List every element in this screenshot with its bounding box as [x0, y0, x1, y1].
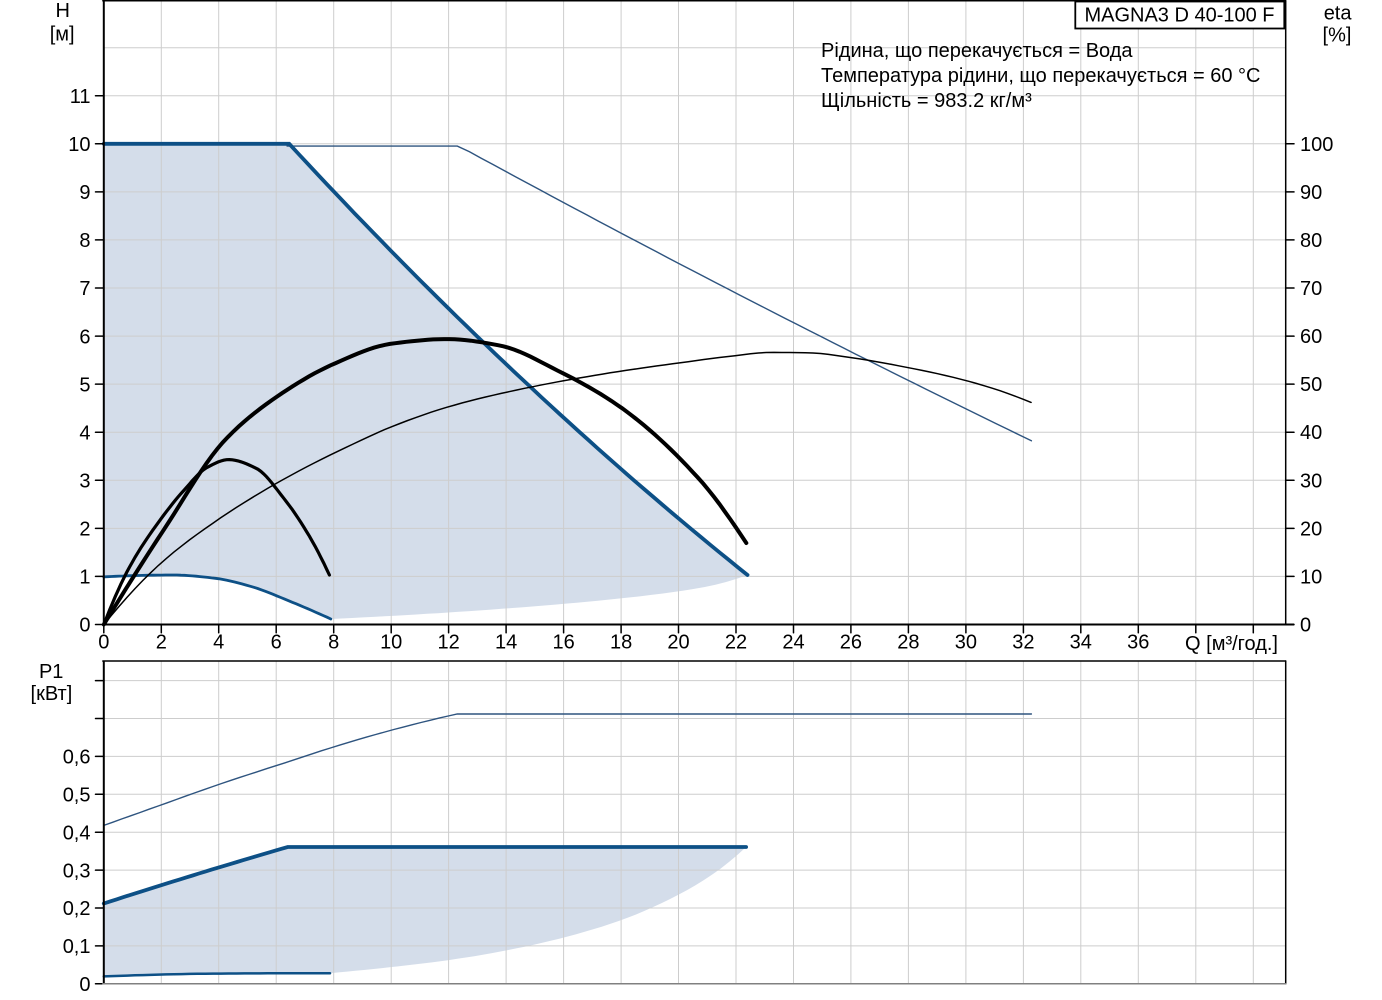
svg-text:30: 30 [1300, 470, 1322, 492]
svg-text:eta: eta [1324, 2, 1353, 24]
svg-text:12: 12 [437, 632, 459, 654]
svg-text:0: 0 [79, 615, 90, 637]
svg-text:4: 4 [79, 422, 90, 444]
svg-text:P1: P1 [39, 661, 63, 683]
svg-text:20: 20 [667, 632, 689, 654]
svg-text:40: 40 [1300, 422, 1322, 444]
svg-text:60: 60 [1300, 326, 1322, 348]
svg-text:Щільність = 983.2 кг/м³: Щільність = 983.2 кг/м³ [821, 90, 1032, 112]
svg-text:2: 2 [79, 519, 90, 541]
svg-text:26: 26 [840, 632, 862, 654]
svg-text:0,2: 0,2 [63, 898, 91, 920]
svg-text:5: 5 [79, 374, 90, 396]
svg-text:MAGNA3 D 40-100 F: MAGNA3 D 40-100 F [1084, 4, 1274, 26]
svg-text:[кВт]: [кВт] [31, 683, 73, 705]
svg-text:0: 0 [79, 974, 90, 996]
svg-text:4: 4 [213, 632, 224, 654]
svg-text:6: 6 [79, 326, 90, 348]
svg-text:0,4: 0,4 [63, 822, 91, 844]
svg-text:[м]: [м] [50, 24, 75, 46]
svg-text:Q [м³/год.]: Q [м³/год.] [1185, 633, 1278, 655]
svg-text:36: 36 [1127, 632, 1149, 654]
svg-text:14: 14 [495, 632, 517, 654]
svg-text:70: 70 [1300, 278, 1322, 300]
svg-text:22: 22 [725, 632, 747, 654]
svg-text:Температура рідини, що перекач: Температура рідини, що перекачується = 6… [821, 65, 1260, 87]
svg-text:34: 34 [1070, 632, 1092, 654]
svg-text:8: 8 [79, 230, 90, 252]
svg-text:[%]: [%] [1323, 25, 1352, 47]
svg-text:Рідина, що перекачується = Вод: Рідина, що перекачується = Вода [821, 40, 1133, 62]
svg-text:100: 100 [1300, 134, 1333, 156]
svg-text:2: 2 [156, 632, 167, 654]
svg-text:32: 32 [1012, 632, 1034, 654]
svg-text:0,1: 0,1 [63, 936, 91, 958]
svg-text:9: 9 [79, 182, 90, 204]
svg-text:0,6: 0,6 [63, 747, 91, 769]
svg-text:10: 10 [1300, 566, 1322, 588]
svg-text:6: 6 [271, 632, 282, 654]
svg-text:8: 8 [328, 632, 339, 654]
svg-text:H: H [55, 0, 69, 22]
svg-text:16: 16 [552, 632, 574, 654]
svg-text:24: 24 [782, 632, 804, 654]
svg-text:80: 80 [1300, 230, 1322, 252]
svg-text:28: 28 [897, 632, 919, 654]
svg-text:20: 20 [1300, 518, 1322, 540]
svg-text:90: 90 [1300, 182, 1322, 204]
svg-text:10: 10 [380, 632, 402, 654]
svg-text:3: 3 [79, 471, 90, 493]
svg-text:0,3: 0,3 [63, 860, 91, 882]
svg-text:0: 0 [98, 632, 109, 654]
svg-text:0,5: 0,5 [63, 785, 91, 807]
svg-text:7: 7 [79, 278, 90, 300]
svg-text:10: 10 [68, 134, 90, 156]
svg-text:18: 18 [610, 632, 632, 654]
svg-text:30: 30 [955, 632, 977, 654]
svg-text:1: 1 [79, 567, 90, 589]
svg-text:11: 11 [70, 86, 91, 108]
svg-text:0: 0 [1300, 615, 1311, 637]
svg-text:50: 50 [1300, 374, 1322, 396]
